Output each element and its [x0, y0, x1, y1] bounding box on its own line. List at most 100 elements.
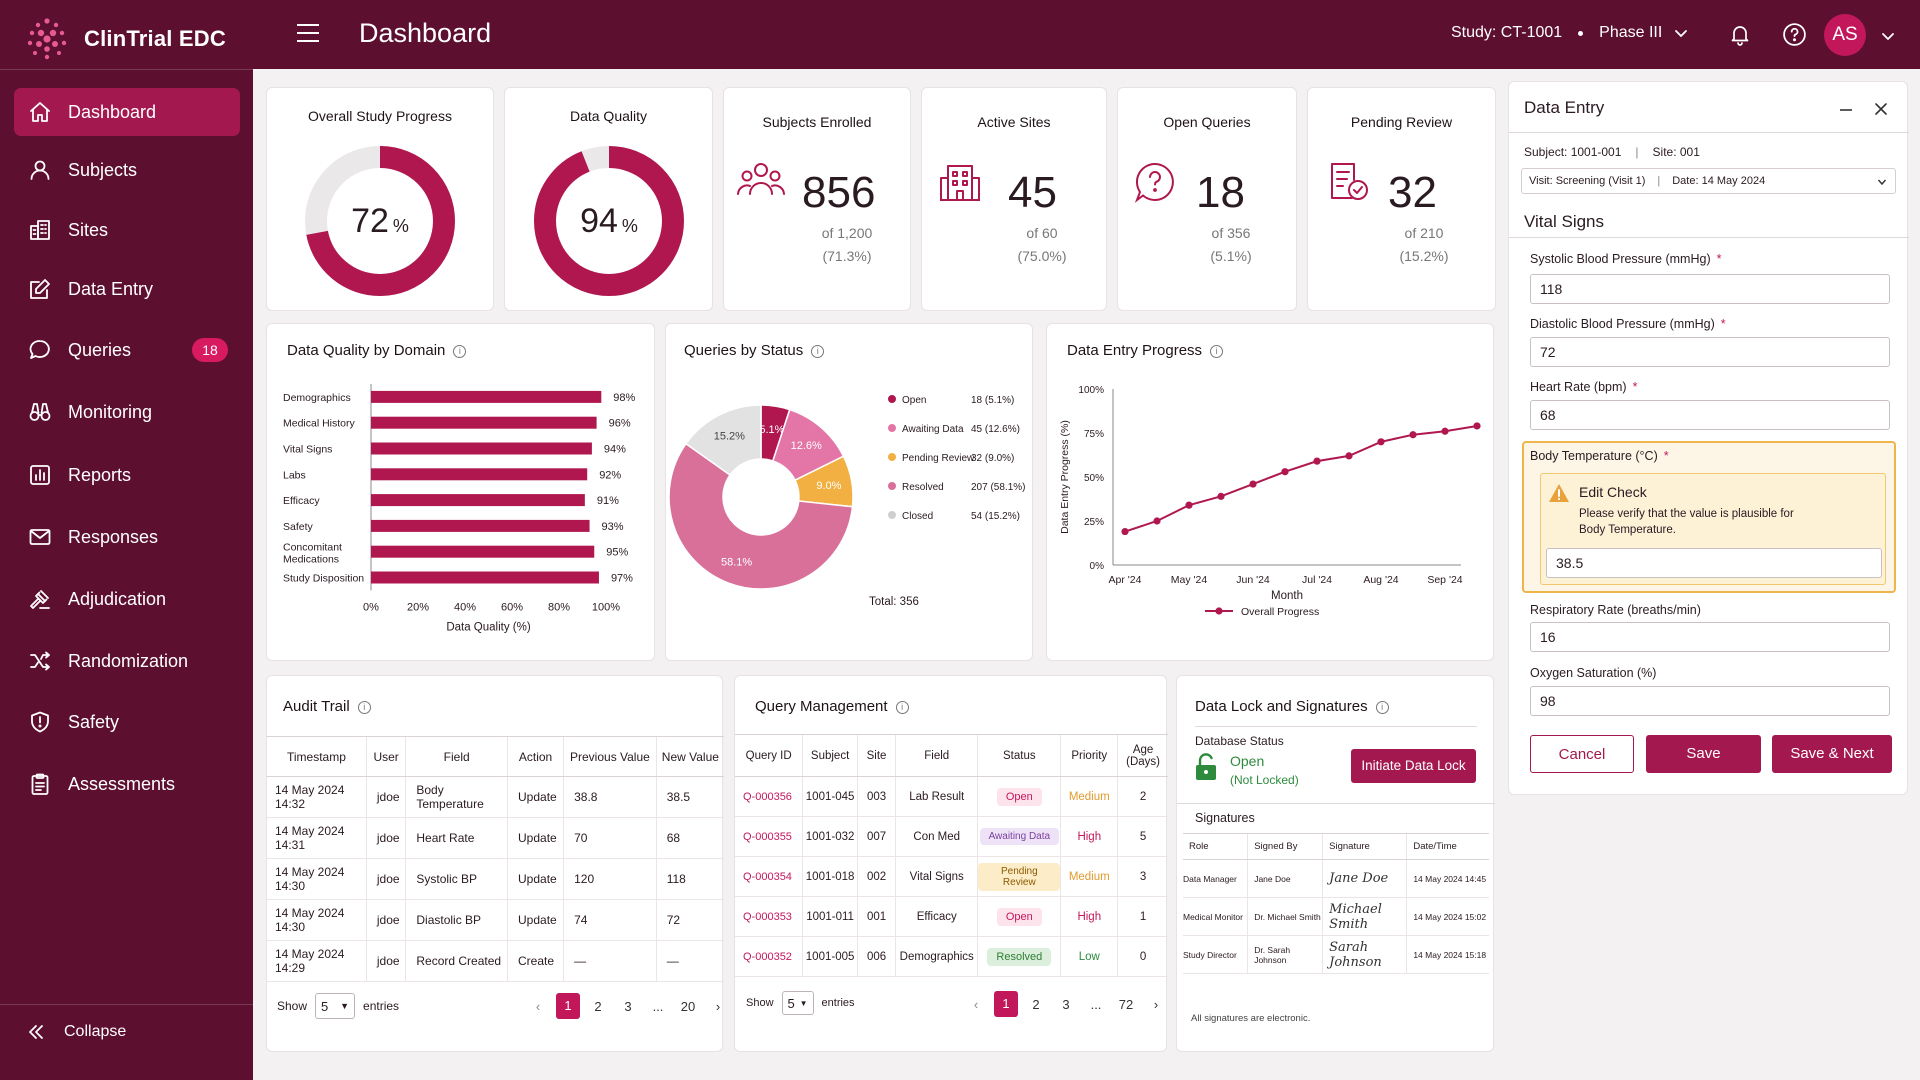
sidebar-item-responses[interactable]: Responses	[14, 513, 240, 561]
audit-row[interactable]: 14 May 2024 14:30 jdoe Diastolic BP Update 7…	[267, 899, 724, 941]
audit-row[interactable]: 14 May 2024 14:31 jdoe Heart Rate Update 70 6…	[267, 817, 724, 859]
query-row[interactable]: Q-000353 1001-011 001 Efficacy Open High 1	[735, 896, 1168, 937]
prev-page-icon[interactable]: ‹	[535, 998, 541, 1014]
query-row[interactable]: Q-000352 1001-005 006 Demographics Resolved L…	[735, 936, 1168, 977]
next-page-icon[interactable]: ›	[1153, 996, 1159, 1012]
audit-row[interactable]: 14 May 2024 14:29 jdoe Record Created Creat…	[267, 940, 724, 982]
column-header[interactable]: Field	[405, 736, 508, 777]
queries-pagination: ‹ 1 2 3... 72 ›	[961, 991, 1171, 1017]
page-button[interactable]: 20	[680, 998, 696, 1014]
page-button[interactable]: 72	[1118, 996, 1134, 1012]
menu-icon[interactable]	[297, 24, 319, 44]
study-selector[interactable]: Study: CT-1001 Phase III	[1451, 24, 1690, 42]
query-row[interactable]: Q-000354 1001-018 002 Vital Signs Pending Re…	[735, 856, 1168, 897]
signature-row: Data Manager Jane Doe Jane Doe 14 May 2024 …	[1183, 859, 1489, 898]
body-temperature-input[interactable]	[1546, 548, 1882, 578]
audit-row[interactable]: 14 May 2024 14:30 jdoe Systolic BP Update 12…	[267, 858, 724, 900]
sidebar-item-assessments[interactable]: Assessments	[14, 760, 240, 808]
sidebar-item-label: Sites	[68, 219, 109, 240]
initiate-data-lock-button[interactable]: Initiate Data Lock	[1351, 749, 1476, 783]
info-icon[interactable]: i	[1210, 345, 1224, 358]
info-icon[interactable]: i	[357, 701, 371, 714]
close-icon[interactable]	[1873, 101, 1889, 117]
sidebar-item-adjudication[interactable]: Adjudication	[14, 575, 240, 623]
sidebar-item-safety[interactable]: Safety	[14, 698, 240, 746]
age-cell: 5	[1117, 816, 1168, 857]
diastolic-input[interactable]	[1530, 337, 1890, 367]
site-cell: 003	[856, 776, 896, 817]
priority-cell: Medium	[1060, 856, 1118, 897]
collapse-button[interactable]: Collapse	[26, 1022, 126, 1042]
sidebar-item-sites[interactable]: Sites	[14, 206, 240, 254]
prev-page-icon[interactable]: ‹	[973, 996, 979, 1012]
heart-rate-input[interactable]	[1530, 400, 1890, 430]
next-page-icon[interactable]: ›	[715, 998, 721, 1014]
column-header[interactable]: Query ID	[735, 734, 803, 777]
respiratory-rate-input[interactable]	[1530, 622, 1890, 652]
query-id-link[interactable]: Q-000352	[735, 936, 803, 977]
systolic-input[interactable]	[1530, 274, 1890, 304]
query-id-link[interactable]: Q-000356	[735, 776, 803, 817]
save-button[interactable]: Save	[1646, 735, 1761, 773]
sidebar-item-reports[interactable]: Reports	[14, 451, 240, 499]
diastolic-label: Diastolic Blood Pressure (mmHg) *	[1530, 317, 1726, 331]
column-header[interactable]: Timestamp	[267, 736, 367, 777]
page-button[interactable]: ...	[652, 998, 664, 1014]
info-icon[interactable]: i	[811, 345, 825, 358]
sidebar-item-queries[interactable]: Queries 18	[14, 326, 240, 374]
table-cell: 38.5	[655, 776, 724, 818]
page-button[interactable]: 3	[1062, 996, 1070, 1012]
column-header[interactable]: Priority	[1060, 734, 1118, 777]
bell-icon[interactable]	[1728, 22, 1752, 46]
page-size-select[interactable]: 5 ▼	[781, 991, 814, 1015]
query-id-link[interactable]: Q-000353	[735, 896, 803, 937]
page-button[interactable]: 1	[994, 991, 1018, 1017]
page-button[interactable]: 3	[624, 998, 632, 1014]
column-header[interactable]: Field	[895, 734, 978, 777]
column-header[interactable]: Date/Time	[1406, 833, 1489, 860]
sidebar-item-dashboard[interactable]: Dashboard	[14, 88, 240, 136]
page-button[interactable]: 2	[594, 998, 602, 1014]
query-row[interactable]: Q-000355 1001-032 007 Con Med Awaiting Data H…	[735, 816, 1168, 857]
save-next-button[interactable]: Save & Next	[1772, 735, 1892, 773]
avatar[interactable]: AS	[1824, 14, 1866, 56]
oxygen-saturation-input[interactable]	[1530, 686, 1890, 716]
brand[interactable]: ClinTrial EDC	[24, 14, 226, 64]
column-header[interactable]: Subject	[802, 734, 858, 777]
sidebar-item-randomization[interactable]: Randomization	[14, 637, 240, 685]
page-button[interactable]: 2	[1032, 996, 1040, 1012]
sidebar-item-data-entry[interactable]: Data Entry	[14, 265, 240, 313]
column-header[interactable]: Signed By	[1247, 833, 1323, 860]
query-id-link[interactable]: Q-000355	[735, 816, 803, 857]
help-icon[interactable]	[1782, 22, 1807, 47]
db-status-value: Open	[1230, 753, 1265, 769]
info-icon[interactable]: i	[453, 345, 467, 358]
column-header[interactable]: Action	[506, 736, 564, 777]
minimize-icon[interactable]	[1838, 102, 1854, 118]
page-button[interactable]: ...	[1090, 996, 1102, 1012]
column-header[interactable]: Signature	[1322, 833, 1407, 860]
column-header[interactable]: Age (Days)	[1117, 734, 1168, 777]
info-icon[interactable]: i	[1375, 701, 1389, 714]
column-header[interactable]: Previous Value	[563, 736, 657, 777]
chat-icon	[29, 340, 50, 359]
page-size-select[interactable]: 5 ▼	[315, 993, 356, 1019]
data-quality-donut: 94%	[534, 146, 684, 296]
query-id-link[interactable]: Q-000354	[735, 856, 803, 897]
cancel-button[interactable]: Cancel	[1530, 735, 1634, 773]
query-row[interactable]: Q-000356 1001-045 003 Lab Result Open Medium 2	[735, 776, 1168, 817]
audit-row[interactable]: 14 May 2024 14:32 jdoe Body Temperature Upd…	[267, 776, 724, 818]
column-header[interactable]: User	[365, 736, 406, 777]
chevron-down-icon[interactable]	[1880, 28, 1896, 44]
page-button[interactable]: 1	[556, 993, 580, 1019]
column-header[interactable]: Role	[1183, 833, 1248, 860]
sidebar-item-monitoring[interactable]: Monitoring	[14, 388, 240, 436]
column-header[interactable]: Status	[977, 734, 1061, 777]
column-header[interactable]: Site	[856, 734, 896, 777]
sidebar-item-label: Data Entry	[68, 278, 154, 299]
column-header[interactable]: New Value	[655, 736, 724, 777]
info-icon[interactable]: i	[895, 701, 909, 714]
visit-selector[interactable]: Visit: Screening (Visit 1) | Date: 14 May …	[1521, 168, 1896, 194]
bar-value-label: 94%	[604, 444, 626, 456]
sidebar-item-subjects[interactable]: Subjects	[14, 146, 240, 194]
